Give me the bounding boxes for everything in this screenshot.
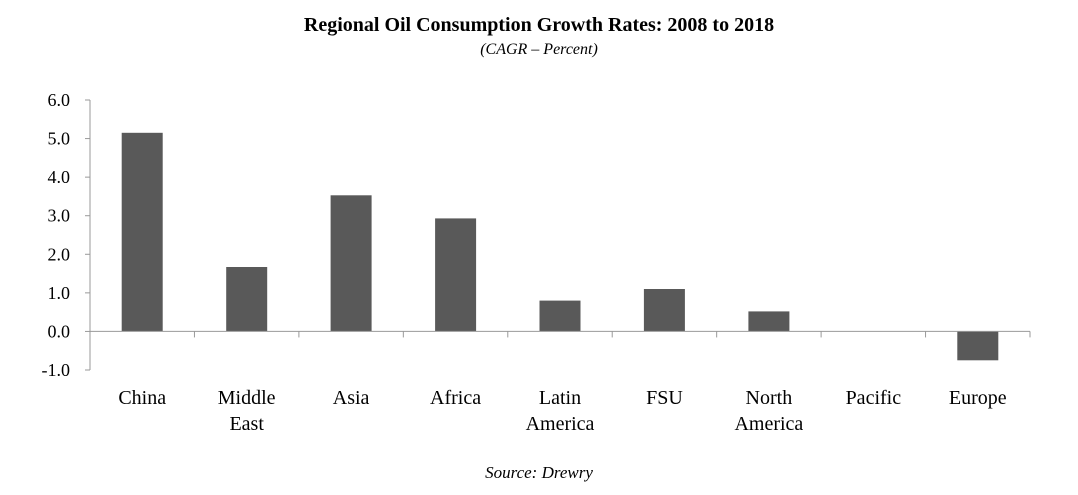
- chart-source: Source: Drewry: [485, 463, 593, 482]
- y-tick-label: 1.0: [48, 283, 71, 303]
- y-tick-label: 4.0: [48, 167, 71, 187]
- bar: [121, 132, 163, 332]
- x-tick-label: China: [118, 387, 166, 409]
- x-tick-label-line: Pacific: [846, 387, 902, 409]
- y-tick-label: -1.0: [42, 360, 71, 380]
- x-tick-label-line: Europe: [949, 387, 1007, 409]
- y-tick-label: 2.0: [48, 244, 71, 264]
- bar: [957, 331, 999, 361]
- y-tick-label: 6.0: [48, 90, 71, 110]
- y-tick-label: 0.0: [48, 321, 71, 341]
- x-axis: China Middle East Asia Africa Latin America FSU…: [89, 330, 1031, 435]
- x-tick-label-line: Asia: [333, 387, 370, 409]
- x-tick-label: Asia: [333, 387, 370, 409]
- x-tick-label: Pacific: [846, 387, 902, 409]
- x-tick-label-line: America: [526, 413, 595, 435]
- x-tick-label: Middle East: [218, 387, 276, 435]
- x-tick-label-line: North: [746, 387, 793, 409]
- x-tick-label-line: China: [118, 387, 166, 409]
- bar: [748, 311, 790, 332]
- x-tick-label-line: East: [229, 413, 264, 435]
- x-tick-label-line: FSU: [646, 387, 683, 409]
- y-axis: 6.0 5.0 4.0 3.0 2.0 1.0 0.0 -1.0: [42, 90, 91, 380]
- x-tick-label-line: Latin: [539, 387, 581, 409]
- y-tick-label: 5.0: [48, 129, 71, 149]
- x-tick-label: Europe: [949, 387, 1007, 409]
- x-tick-label: FSU: [646, 387, 683, 409]
- bar-series: [121, 132, 999, 361]
- bar: [643, 289, 685, 332]
- bar: [539, 300, 581, 332]
- x-tick-label: Africa: [430, 387, 481, 409]
- chart-subtitle: (CAGR – Percent): [480, 41, 598, 58]
- x-tick-label: Latin America: [526, 387, 595, 435]
- bar: [226, 267, 268, 332]
- x-tick-label: North America: [734, 387, 803, 435]
- chart-title: Regional Oil Consumption Growth Rates: 2…: [303, 14, 775, 36]
- x-tick-label-line: Middle: [218, 387, 276, 409]
- y-tick-label: 3.0: [48, 206, 71, 226]
- bar: [330, 195, 372, 332]
- x-tick-label-line: America: [734, 413, 803, 435]
- bar: [435, 218, 477, 332]
- x-tick-label-line: Africa: [430, 387, 481, 409]
